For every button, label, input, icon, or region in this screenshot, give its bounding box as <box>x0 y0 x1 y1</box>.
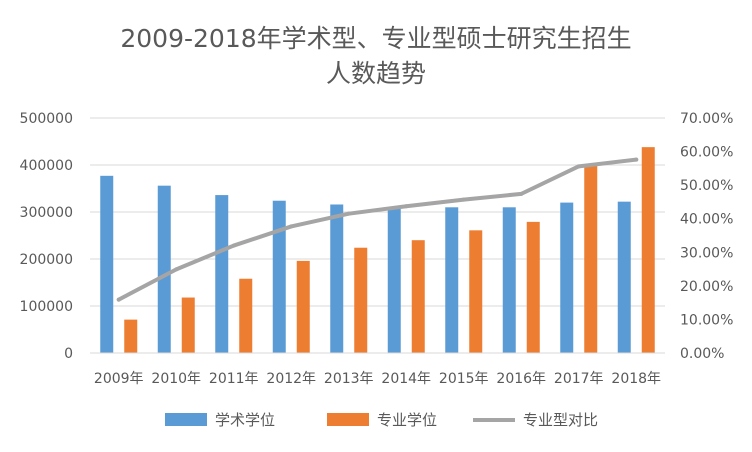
ratio-point <box>576 164 581 169</box>
legend-label: 专业学位 <box>377 411 437 429</box>
bar-academic <box>215 195 229 353</box>
right-tick-label: 50.00% <box>680 178 733 194</box>
x-tick-label: 2014年 <box>381 371 431 387</box>
ratio-point <box>346 211 351 216</box>
bar-professional <box>181 297 195 353</box>
x-tick-label: 2010年 <box>151 371 201 387</box>
legend-item: 学术学位 <box>165 411 275 429</box>
x-tick-label: 2011年 <box>209 371 259 387</box>
bar-professional <box>296 260 310 353</box>
ratio-point <box>116 297 121 302</box>
legend-swatch <box>165 413 207 426</box>
right-tick-label: 30.00% <box>680 245 733 261</box>
bar-professional <box>239 278 253 353</box>
right-tick-label: 0.00% <box>680 346 724 362</box>
bar-professional <box>124 319 138 353</box>
left-tick-label: 400000 <box>20 158 73 174</box>
bar-academic <box>560 202 574 353</box>
ratio-point <box>461 197 466 202</box>
ratio-line <box>116 157 639 302</box>
left-tick-label: 300000 <box>20 205 73 221</box>
ratio-point <box>289 224 294 229</box>
legend: 学术学位 专业学位 专业型对比 <box>165 411 598 429</box>
ratio-point <box>519 191 524 196</box>
right-tick-label: 40.00% <box>680 212 733 228</box>
bar-professional <box>641 147 655 353</box>
bar-professional <box>584 165 598 353</box>
ratio-point <box>174 267 179 272</box>
left-tick-label: 100000 <box>20 299 73 315</box>
right-tick-label: 70.00% <box>680 111 733 127</box>
ratio-point <box>231 243 236 248</box>
chart-title-line1: 2009-2018年学术型、专业型硕士研究生招生 <box>120 24 631 53</box>
bar-professional <box>526 221 540 353</box>
bar-academic <box>157 185 171 353</box>
right-tick-label: 10.00% <box>680 312 733 328</box>
axes: 0 100000 200000 300000 400000 500000 0.00% 10.0… <box>20 111 734 387</box>
bar-academic <box>617 201 631 353</box>
bar-academic <box>445 207 459 353</box>
bar-professional <box>354 247 368 353</box>
legend-label: 专业型对比 <box>523 411 598 429</box>
x-tick-label: 2012年 <box>266 371 316 387</box>
ratio-point <box>634 157 639 162</box>
x-tick-label: 2016年 <box>496 371 546 387</box>
ratio-point <box>404 204 409 209</box>
right-tick-label: 20.00% <box>680 279 733 295</box>
right-tick-label: 60.00% <box>680 145 733 161</box>
ratio-line-path <box>116 157 639 302</box>
left-tick-label: 0 <box>64 346 73 362</box>
legend-item: 专业学位 <box>327 411 437 429</box>
x-tick-label: 2017年 <box>554 371 604 387</box>
bar-professional <box>469 230 483 353</box>
bar-academic <box>100 175 114 353</box>
bar-academic <box>387 207 401 353</box>
x-tick-label: 2018年 <box>611 371 661 387</box>
bars <box>100 147 655 353</box>
x-tick-label: 2013年 <box>324 371 374 387</box>
legend-swatch <box>327 413 369 426</box>
left-tick-label: 200000 <box>20 252 73 268</box>
bar-professional <box>411 240 425 353</box>
grid-lines <box>90 117 665 354</box>
bar-academic <box>272 200 286 353</box>
chart-title-line2: 人数趋势 <box>326 59 426 88</box>
legend-label: 学术学位 <box>215 411 275 429</box>
x-tick-label: 2015年 <box>439 371 489 387</box>
x-tick-label: 2009年 <box>94 371 144 387</box>
left-tick-label: 500000 <box>20 111 73 127</box>
bar-academic <box>502 207 516 353</box>
bar-academic <box>330 204 344 353</box>
legend-item: 专业型对比 <box>473 411 598 429</box>
